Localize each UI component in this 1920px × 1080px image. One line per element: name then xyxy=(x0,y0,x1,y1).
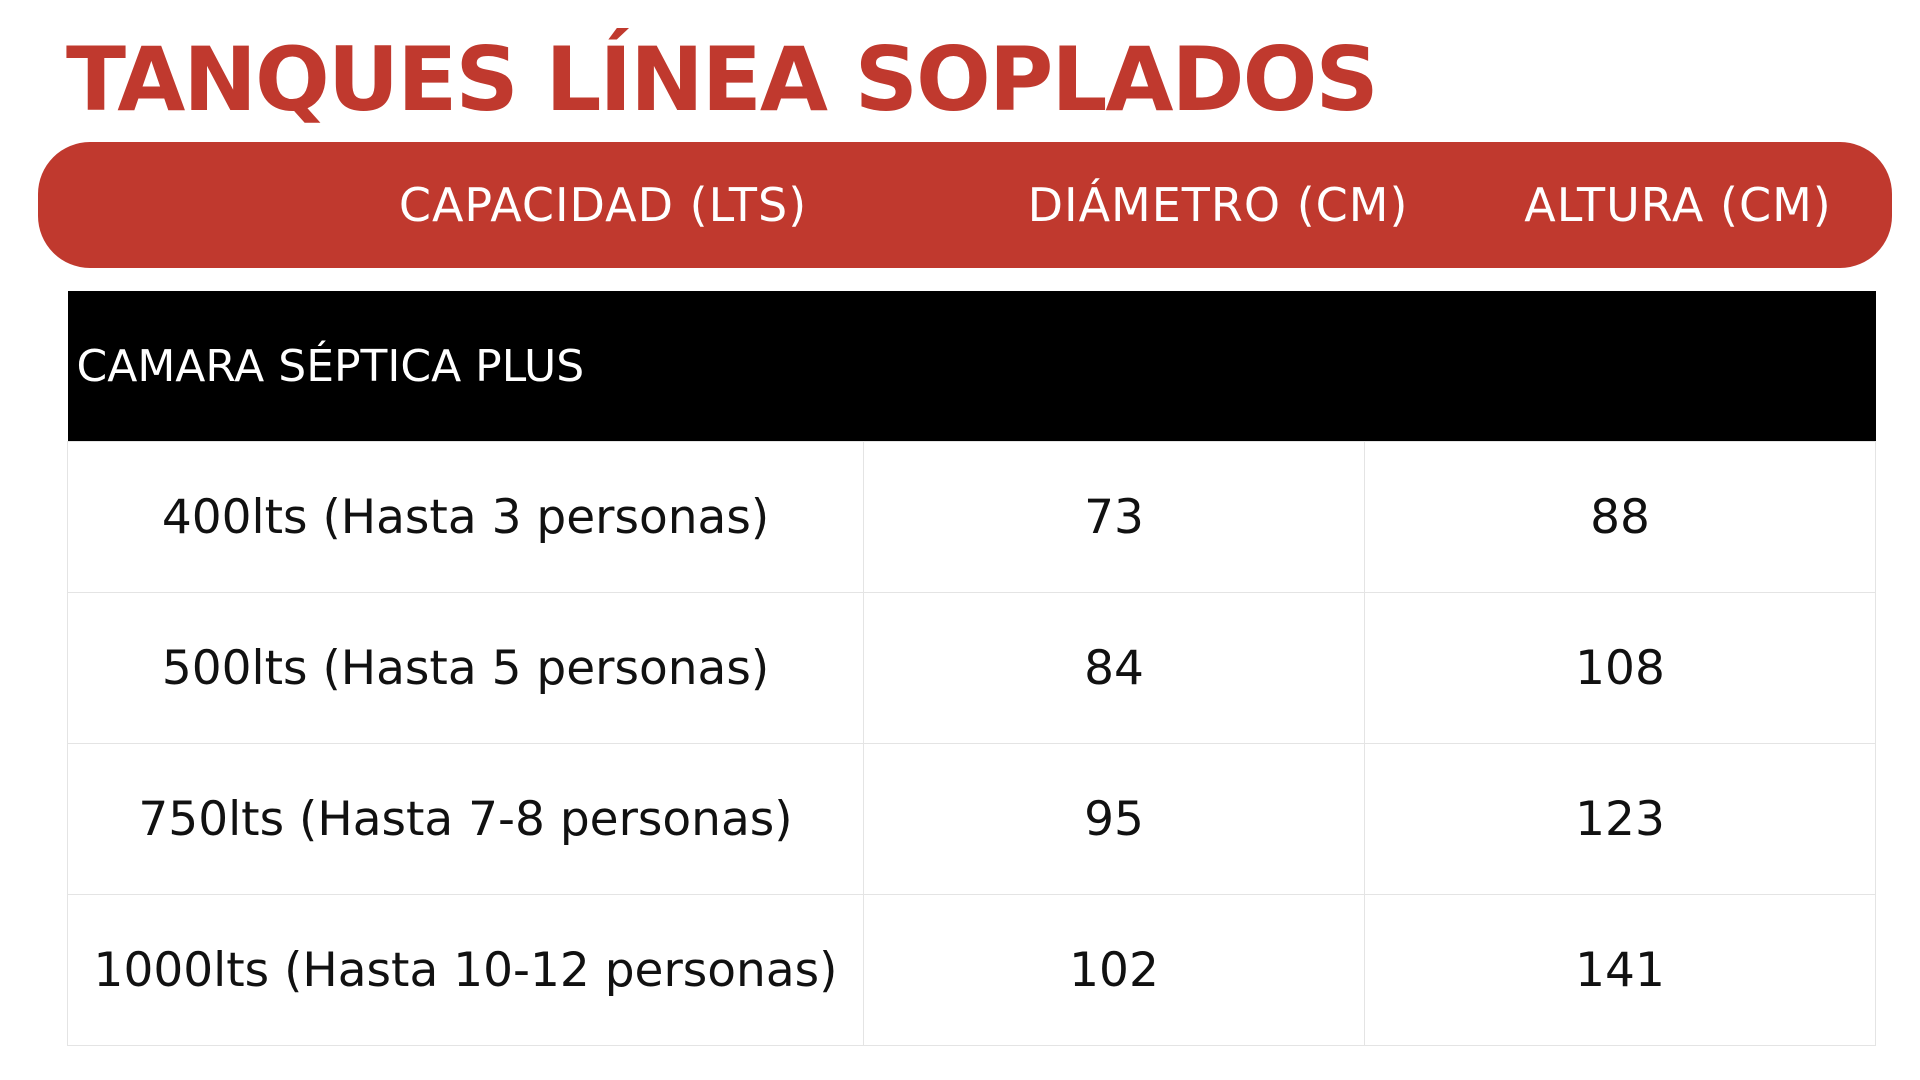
cell-height: 88 xyxy=(1363,441,1877,593)
cell-capacity: 500lts (Hasta 5 personas) xyxy=(67,592,864,744)
specs-table: CAMARA SÉPTICA PLUS 400lts (Hasta 3 pers… xyxy=(67,291,1877,1046)
table-header-bar: CAPACIDAD (LTS) DIÁMETRO (CM) ALTURA (CM… xyxy=(38,142,1892,268)
cell-diameter: 84 xyxy=(863,592,1365,744)
header-diameter: DIÁMETRO (CM) xyxy=(1027,178,1409,232)
cell-diameter: 95 xyxy=(863,743,1365,895)
cell-height: 123 xyxy=(1363,743,1877,895)
table-row: 1000lts (Hasta 10-12 personas) 102 141 xyxy=(67,894,1877,1046)
section-title: CAMARA SÉPTICA PLUS xyxy=(67,291,1876,442)
cell-diameter: 102 xyxy=(863,894,1365,1046)
cell-height: 108 xyxy=(1363,592,1877,744)
cell-diameter: 73 xyxy=(863,441,1365,593)
table-row: 500lts (Hasta 5 personas) 84 108 xyxy=(67,592,1877,744)
table-row: 750lts (Hasta 7-8 personas) 95 123 xyxy=(67,743,1877,895)
page-title: TANQUES LÍNEA SOPLADOS xyxy=(66,28,1379,131)
cell-height: 141 xyxy=(1363,894,1877,1046)
header-capacity: CAPACIDAD (LTS) xyxy=(398,178,808,232)
cell-capacity: 400lts (Hasta 3 personas) xyxy=(67,441,864,593)
cell-capacity: 1000lts (Hasta 10-12 personas) xyxy=(67,894,864,1046)
header-height: ALTURA (CM) xyxy=(1524,178,1832,232)
section-row: CAMARA SÉPTICA PLUS xyxy=(67,291,1876,442)
table-row: 400lts (Hasta 3 personas) 73 88 xyxy=(67,441,1877,593)
cell-capacity: 750lts (Hasta 7-8 personas) xyxy=(67,743,864,895)
